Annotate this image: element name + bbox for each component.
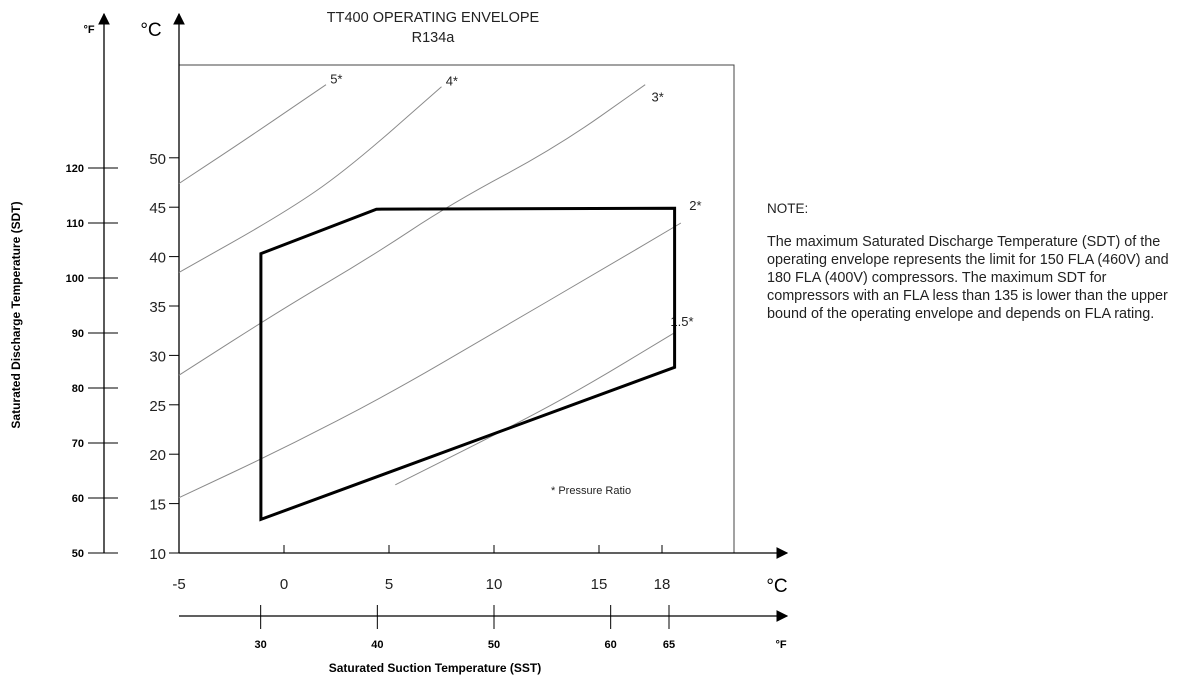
x-tick-label-fahrenheit: 65 xyxy=(663,639,675,651)
pressure-ratio-label: 4* xyxy=(446,74,458,89)
x-tick-label-celsius: 15 xyxy=(591,576,608,593)
note-block: NOTE: The maximum Saturated Discharge Te… xyxy=(767,200,1177,323)
x-unit-celsius: °C xyxy=(766,576,787,597)
y-tick-label-celsius: 30 xyxy=(149,348,166,365)
x-tick-label-celsius: -5 xyxy=(172,576,185,593)
x-tick-label-fahrenheit: 50 xyxy=(488,639,500,651)
y-tick-label-fahrenheit: 90 xyxy=(72,328,84,340)
pressure-ratio-label: 5* xyxy=(330,72,342,87)
y-axis-title: Saturated Discharge Temperature (SDT) xyxy=(9,201,23,428)
y-tick-label-fahrenheit: 80 xyxy=(72,383,84,395)
x-tick-label-celsius: 18 xyxy=(654,576,671,593)
x-tick-label-celsius: 5 xyxy=(385,576,393,593)
y-tick-label-fahrenheit: 110 xyxy=(66,218,84,230)
x-unit-fahrenheit: °F xyxy=(775,639,786,651)
x-tick-label-celsius: 0 xyxy=(280,576,288,593)
y-tick-label-fahrenheit: 50 xyxy=(72,548,84,560)
y-tick-label-celsius: 25 xyxy=(149,398,166,415)
chart-title: TT400 OPERATING ENVELOPE xyxy=(327,10,540,26)
axis-ticks: 10 15 20 25 30 35 40 45 50 50 60 70 80 90 100 110 120 -5 0… xyxy=(66,151,675,651)
y-tick-label-celsius: 50 xyxy=(149,151,166,168)
pressure-ratio-curve xyxy=(178,84,327,184)
note-title: NOTE: xyxy=(767,201,809,216)
y-tick-label-celsius: 15 xyxy=(149,497,166,514)
y-tick-label-celsius: 10 xyxy=(149,546,166,563)
y-tick-label-fahrenheit: 60 xyxy=(72,493,84,505)
y-tick-label-celsius: 35 xyxy=(149,299,166,316)
x-tick-label-fahrenheit: 60 xyxy=(605,639,617,651)
pressure-ratio-curves: 5* 4* 3* 2* 1.5* xyxy=(178,72,702,499)
pressure-ratio-curve xyxy=(178,222,682,499)
y-tick-label-celsius: 45 xyxy=(149,200,166,217)
x-tick-label-fahrenheit: 40 xyxy=(371,639,383,651)
y-tick-label-celsius: 20 xyxy=(149,447,166,464)
y-tick-label-fahrenheit: 70 xyxy=(72,438,84,450)
y-tick-label-fahrenheit: 120 xyxy=(66,163,84,175)
y-unit-fahrenheit: °F xyxy=(83,24,94,36)
pressure-ratio-curve xyxy=(395,332,675,486)
pressure-ratio-label: 2* xyxy=(689,198,701,213)
x-axis-title: Saturated Suction Temperature (SST) xyxy=(329,661,541,675)
pressure-ratio-label: 1.5* xyxy=(670,314,693,329)
pressure-ratio-curve xyxy=(178,86,442,273)
y-unit-celsius: °C xyxy=(140,20,161,41)
note-body: The maximum Saturated Discharge Temperat… xyxy=(767,234,1169,322)
pressure-ratio-annotation: * Pressure Ratio xyxy=(551,485,631,497)
chart-subtitle: R134a xyxy=(412,30,456,46)
operating-envelope-polygon xyxy=(259,206,677,522)
y-tick-label-fahrenheit: 100 xyxy=(66,273,84,285)
pressure-ratio-label: 3* xyxy=(652,89,664,104)
pressure-ratio-curve xyxy=(178,84,646,376)
envelope-layer xyxy=(259,206,677,522)
y-tick-label-celsius: 40 xyxy=(149,250,166,267)
x-tick-label-fahrenheit: 30 xyxy=(255,639,267,651)
x-tick-label-celsius: 10 xyxy=(486,576,503,593)
